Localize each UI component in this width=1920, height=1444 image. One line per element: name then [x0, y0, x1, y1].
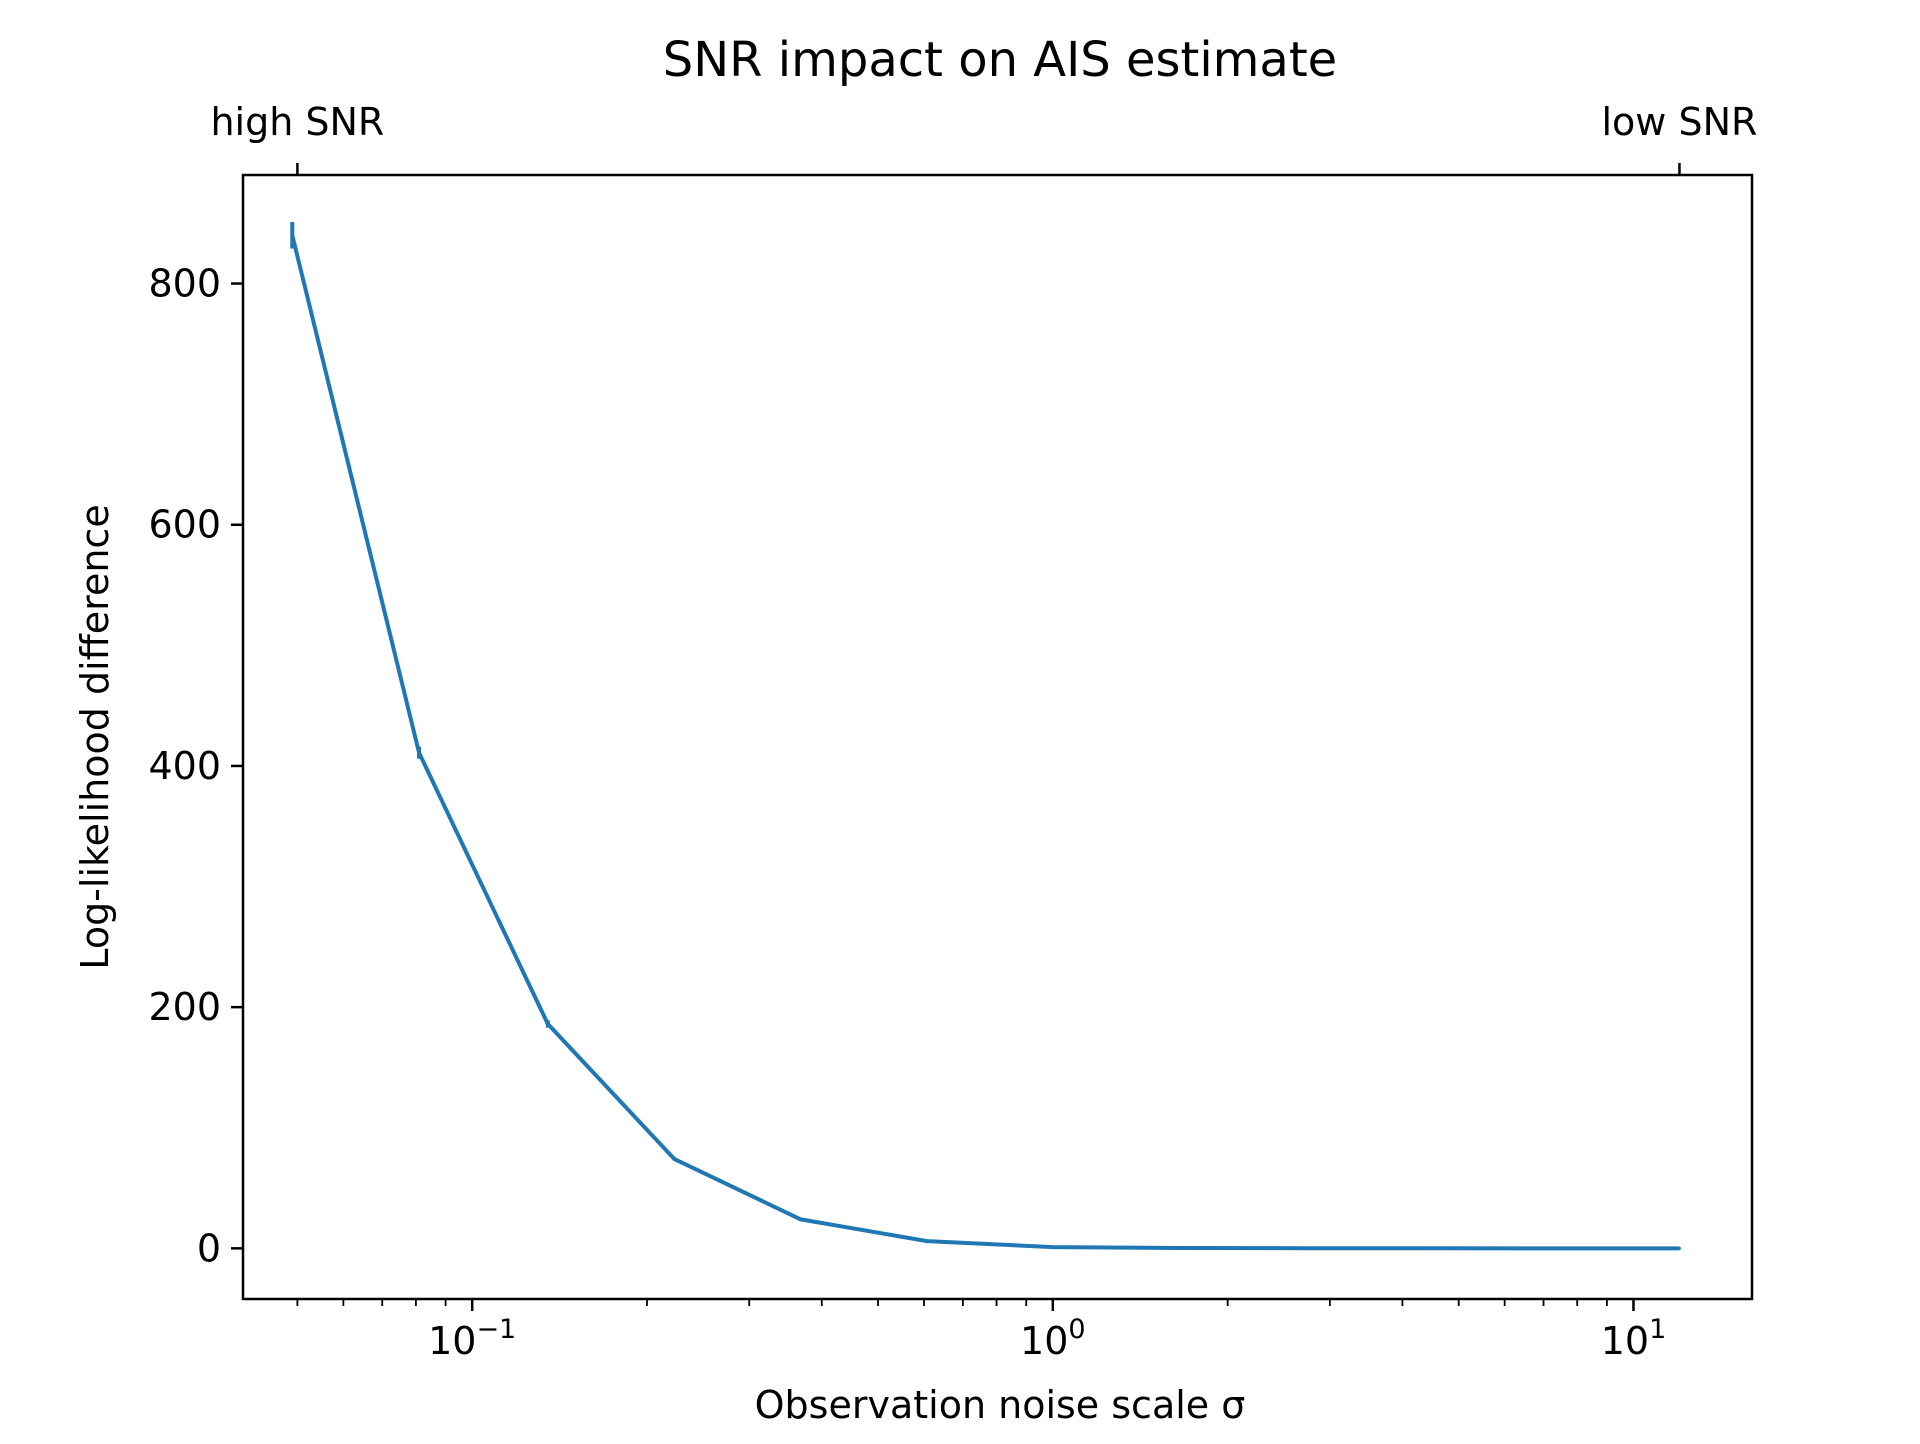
x-tick-label: 101: [1601, 1314, 1667, 1363]
chart-title: SNR impact on AIS estimate: [663, 32, 1337, 88]
y-tick-label: 400: [148, 744, 221, 788]
data-point: [1303, 1246, 1307, 1250]
data-point: [672, 1157, 676, 1161]
data-point: [1555, 1246, 1559, 1250]
plot-area: 0 200 400 600 800 10−1 100 101 high SNR low SNR: [148, 100, 1757, 1363]
axes-frame: [241, 173, 1754, 1301]
y-tick-label: 200: [148, 985, 221, 1029]
data-point: [799, 1217, 803, 1221]
y-tick-label: 0: [197, 1226, 221, 1270]
data-point: [925, 1239, 929, 1243]
data-point: [1177, 1246, 1181, 1250]
data-point: [1051, 1245, 1055, 1249]
y-axis-label: Log-likelihood difference: [73, 504, 117, 969]
data-point: [1677, 1246, 1681, 1250]
data-point: [290, 233, 294, 237]
data-point: [417, 751, 421, 755]
y-tick-label: 600: [148, 503, 221, 547]
top-tick-label: low SNR: [1601, 100, 1757, 144]
x-axis-label: Observation noise scale σ: [755, 1383, 1246, 1427]
data-point: [1429, 1246, 1433, 1250]
top-tick-label: high SNR: [210, 100, 384, 144]
x-tick-label: 10−1: [428, 1314, 516, 1363]
x-tick-label: 100: [1020, 1314, 1086, 1363]
y-tick-label: 800: [148, 262, 221, 306]
series-line: [290, 234, 1680, 1251]
data-point: [546, 1022, 550, 1026]
